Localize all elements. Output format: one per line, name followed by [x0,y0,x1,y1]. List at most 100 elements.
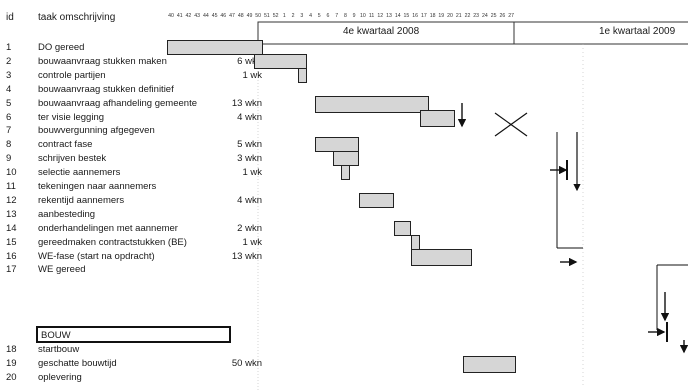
quarter-header-frame [257,21,688,45]
row-id: 13 [6,208,17,220]
task-bar-row-3 [297,67,307,83]
row-duration: 1 wk [242,167,262,179]
row-id: 15 [6,236,17,248]
task-bar-row-6 [419,109,455,127]
row-task: oplevering [38,371,82,383]
week-number: 24 [482,13,488,19]
row-duration: 13 wkn [231,250,262,262]
row-task: controle partijen [38,69,106,81]
week-number: 14 [394,13,401,19]
row-task: tekeningen naar aannemers [38,181,157,192]
row-task: bouwaanvraag stukken maken [38,55,167,67]
row-task: geschatte bouwtijd [38,357,117,369]
row-task: WE-fase (start na opdracht) [38,250,155,262]
week-number: 43 [194,13,201,19]
week-number: 3 [300,13,304,19]
row-duration: 6 wkn [237,55,262,67]
row-duration: 4 wkn [237,111,262,123]
row-task: contract fase [38,139,93,151]
week-number: 25 [490,13,497,19]
week-number: 19 [438,13,445,19]
row-duration: 4 wkn [237,194,262,206]
week-number: 13 [386,13,392,19]
quarter-label-q4-2008: 4e kwartaal 2008 [343,26,420,37]
week-number: 12 [377,13,384,19]
week-number: 9 [352,13,356,19]
task-column-header: taak omschrijving [38,12,116,23]
week-number: 7 [335,13,339,19]
week-number: 42 [185,13,192,19]
row-task: bouwaanvraag stukken definitief [38,83,174,95]
week-number: 15 [403,13,410,19]
row-task: aanbesteding [38,208,96,220]
task-bar-row-16 [411,248,473,266]
week-number: 20 [447,13,453,19]
section-header-bouw: BOUW [36,326,231,343]
task-bar-row-1 [167,40,263,55]
week-number: 26 [499,13,506,19]
row-id: 5 [6,97,12,109]
week-number: 18 [429,13,436,19]
week-number: 44 [202,13,209,19]
week-number: 21 [455,13,462,19]
row-task: onderhandelingen met aannemer [38,222,178,234]
week-number: 45 [211,13,218,19]
week-number: 5 [317,13,321,19]
week-number: 1 [282,13,286,19]
week-number: 17 [420,13,427,19]
week-number: 2 [291,13,295,19]
row-task: startbouw [38,344,80,355]
row-task: bouwvergunning afgegeven [38,125,155,137]
row-duration: 5 wkn [237,139,262,151]
week-number: 22 [464,13,471,19]
week-number: 48 [237,13,244,19]
row-task: ter visie legging [38,111,105,123]
row-id: 1 [6,42,12,53]
task-bar-row-19 [463,355,516,373]
section-label: BOUW [41,330,71,341]
week-number: 47 [229,13,235,19]
row-duration: 50 wkn [231,357,262,369]
row-id: 16 [6,250,17,262]
quarter-label-q1-2009: 1e kwartaal 2009 [599,26,676,37]
week-number: 51 [264,13,270,19]
task-bar-row-10 [341,165,351,181]
row-duration: 3 wkn [237,153,262,165]
week-number: 40 [168,13,174,19]
row-id: 2 [6,55,12,67]
week-number: 16 [412,13,419,19]
row-task: selectie aannemers [38,167,121,179]
week-number: 50 [255,13,262,19]
row-duration: 13 wkn [231,97,262,109]
week-number: 10 [359,13,366,19]
week-number: 52 [272,13,279,19]
row-id: 20 [6,371,17,383]
task-bar-row-2 [254,53,307,69]
row-task: WE gereed [38,264,86,276]
row-task: bouwaanvraag afhandeling gemeente [38,97,197,109]
row-duration: 2 wkn [237,222,262,234]
week-number: 49 [246,13,253,19]
week-number: 6 [326,13,330,19]
cross-mark-b [494,112,528,137]
row-id: 10 [6,167,17,179]
row-id: 17 [6,264,17,276]
week-number: 8 [343,13,347,19]
task-bar-row-14 [393,220,412,236]
row-id: 19 [6,357,17,369]
row-id: 14 [6,222,17,234]
row-task: gereedmaken contractstukken (BE) [38,236,187,248]
week-number: 41 [176,13,183,19]
week-number: 11 [368,13,375,19]
task-bar-row-12 [358,192,394,208]
row-id: 8 [6,139,12,151]
row-id: 9 [6,153,12,165]
row-id: 11 [6,181,16,192]
row-id: 3 [6,69,12,81]
row-id: 18 [6,344,17,355]
row-id: 4 [6,83,12,95]
row-id: 7 [6,125,12,137]
